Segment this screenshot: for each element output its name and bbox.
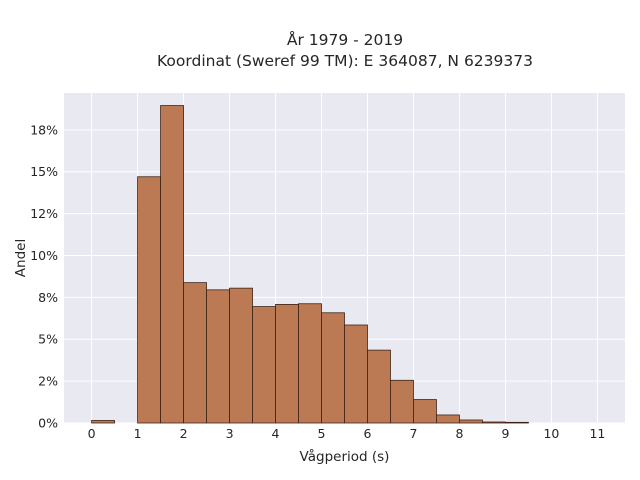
y-tick-labels: 0% 2% 5% 8% 10% 12% 15% 18%	[30, 122, 58, 430]
chart-title-line-1: År 1979 - 2019	[287, 30, 403, 49]
y-tick-label: 8%	[38, 290, 58, 305]
y-tick-label: 10%	[30, 248, 58, 263]
x-tick-label: 2	[180, 426, 188, 441]
x-tick-label: 9	[501, 426, 509, 441]
y-tick-label: 2%	[38, 374, 58, 389]
histogram-bar	[275, 304, 299, 424]
y-tick-label: 12%	[30, 206, 58, 221]
histogram-bar	[413, 399, 437, 424]
bars	[91, 105, 529, 424]
histogram-bar	[137, 176, 161, 424]
histogram-bar	[298, 303, 322, 424]
y-tick-label: 15%	[30, 164, 58, 179]
x-tick-label: 11	[589, 426, 605, 441]
y-tick-label: 5%	[38, 332, 58, 347]
x-tick-label: 6	[364, 426, 372, 441]
x-tick-label: 10	[543, 426, 559, 441]
x-tick-labels: 0 1 2 3 4 5 6 7 8 9 10 11	[88, 426, 606, 441]
histogram-bar	[505, 421, 529, 424]
histogram-bar	[344, 324, 368, 424]
histogram-bar	[321, 312, 345, 424]
x-tick-label: 3	[226, 426, 234, 441]
x-tick-label: 4	[272, 426, 280, 441]
histogram-bar	[390, 379, 414, 424]
histogram-bar	[91, 420, 115, 424]
x-tick-label: 8	[455, 426, 463, 441]
x-tick-label: 5	[318, 426, 326, 441]
histogram-bar	[482, 421, 506, 424]
x-tick-label: 0	[88, 426, 96, 441]
chart-title-line-2: Koordinat (Sweref 99 TM): E 364087, N 62…	[157, 52, 533, 70]
x-axis-label: Vågperiod (s)	[300, 448, 390, 465]
histogram-bar	[436, 414, 460, 424]
y-tick-label: 0%	[38, 416, 58, 431]
x-tick-label: 7	[409, 426, 417, 441]
histogram-bar	[183, 282, 207, 424]
histogram-bar	[252, 306, 276, 424]
x-tick-label: 1	[134, 426, 142, 441]
histogram-bar	[229, 287, 253, 424]
histogram-bar	[367, 349, 391, 424]
histogram-bar	[459, 419, 483, 424]
y-axis-label: Andel	[13, 239, 29, 277]
histogram-bar	[206, 289, 230, 424]
histogram-bar	[160, 105, 184, 424]
y-tick-label: 18%	[30, 122, 58, 137]
